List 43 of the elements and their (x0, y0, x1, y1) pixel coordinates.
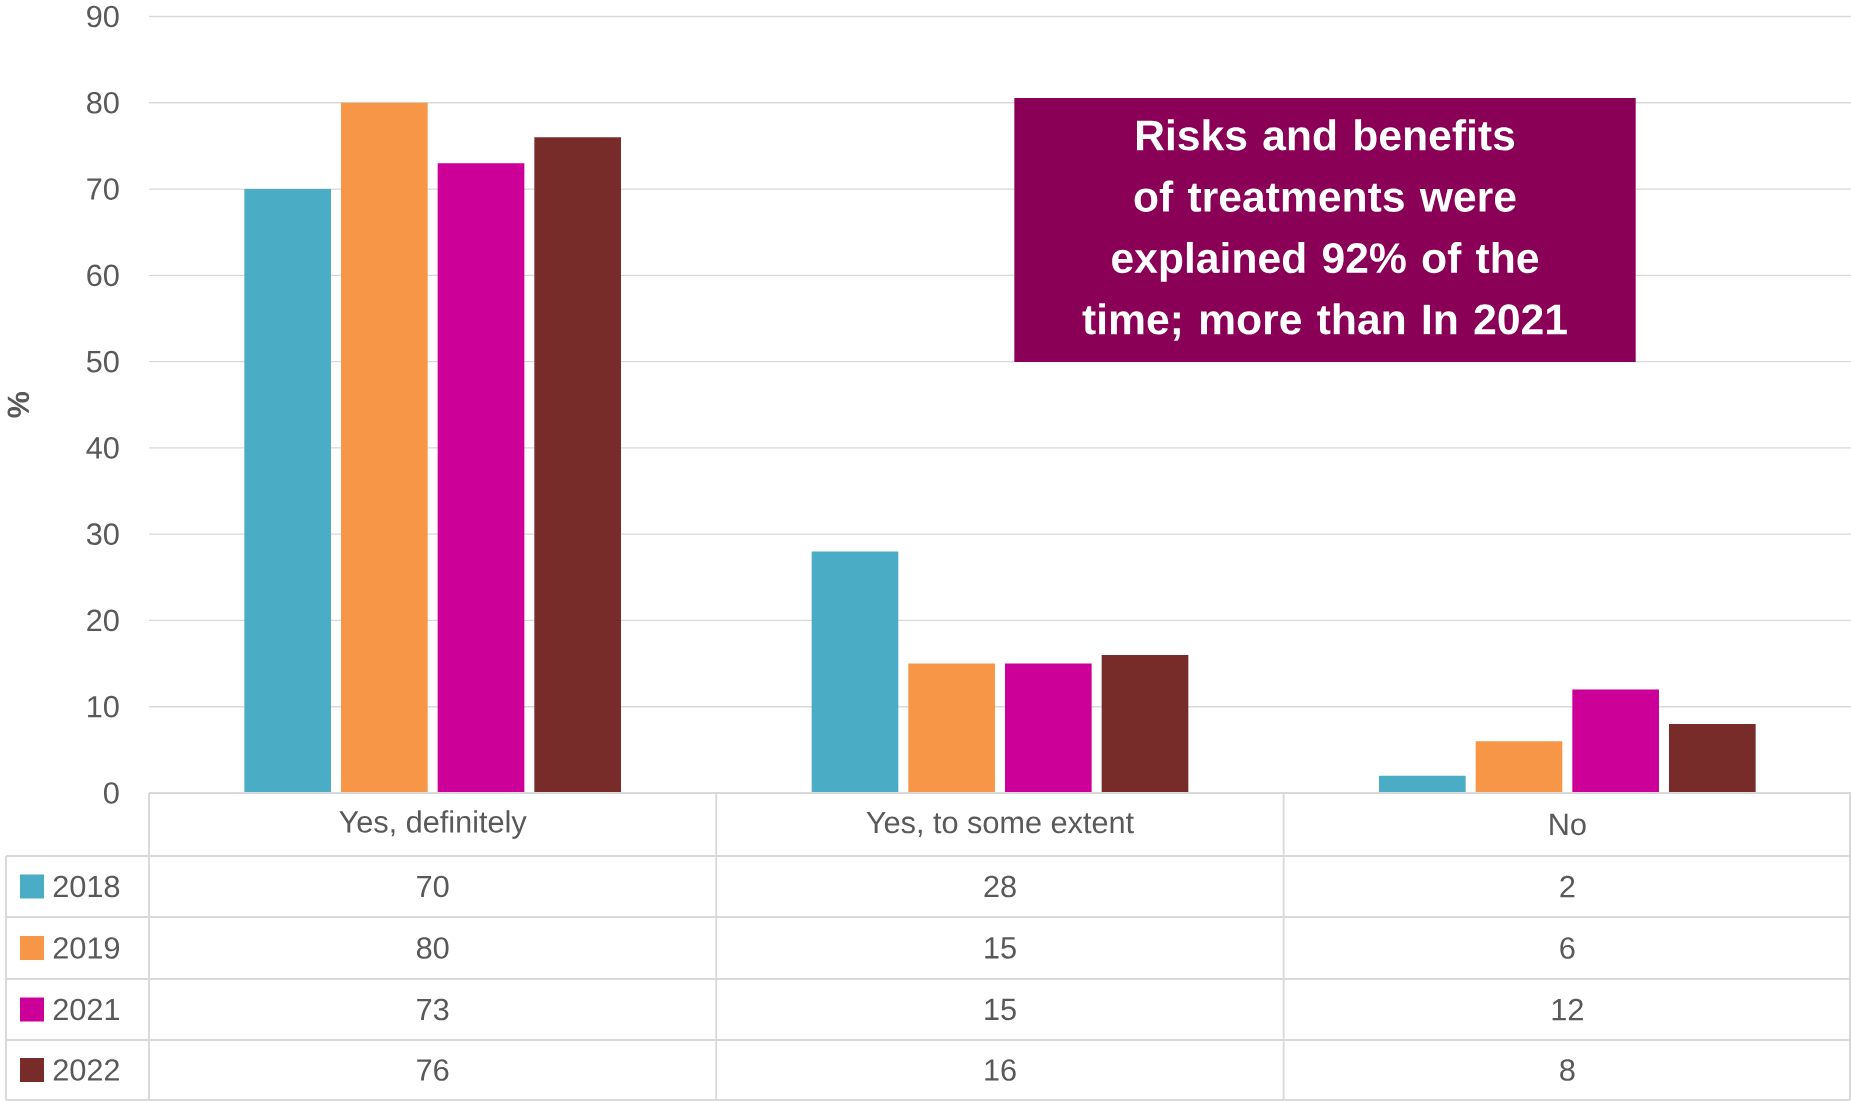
bar (1005, 663, 1092, 793)
bar (534, 137, 621, 793)
data-label: 70 (417, 875, 449, 898)
legend-label: 2018 (53, 875, 120, 898)
legend-label: 2021 (53, 998, 119, 1021)
y-tick-label: 70 (87, 178, 119, 200)
y-tick-label: 80 (87, 91, 119, 114)
y-tick-label: 50 (86, 350, 119, 373)
bar (1101, 654, 1189, 793)
x-tick-label: No (1550, 813, 1586, 836)
x-tick-label: Yes, to some extent (866, 811, 1134, 838)
y-tick-label: 20 (87, 609, 119, 632)
bar (811, 551, 899, 793)
legend-label: 2019 (53, 937, 120, 959)
bar (1572, 689, 1659, 793)
data-label: 15 (985, 998, 1016, 1021)
bar (1378, 775, 1466, 793)
data-label: 16 (985, 1059, 1016, 1081)
legend-label: 2022 (53, 1059, 119, 1081)
data-label: 12 (1552, 998, 1583, 1021)
data-label: 28 (984, 875, 1016, 898)
bar (908, 663, 995, 793)
y-tick-label: 40 (86, 437, 119, 459)
y-tick-label: 30 (86, 523, 119, 546)
y-tick-label: 90 (87, 5, 119, 28)
data-label: 8 (1560, 1059, 1575, 1081)
bar (1668, 723, 1756, 793)
annotation: Risks and benefits of treatments were explained 92% of the time; more than In 2021 (1082, 119, 1567, 341)
bar (244, 189, 331, 793)
data-label: 15 (985, 937, 1016, 959)
y-axis-title: % (7, 391, 30, 418)
data-label: 2 (1560, 875, 1575, 898)
data-label: 6 (1560, 937, 1575, 959)
y-tick-label: 0 (103, 782, 119, 804)
data-label: 73 (417, 998, 449, 1021)
data-label: 80 (416, 937, 449, 959)
bar (437, 163, 525, 793)
y-tick-label: 10 (88, 695, 119, 718)
data-label: 76 (417, 1059, 449, 1081)
bar (1475, 741, 1563, 793)
bar (341, 102, 428, 793)
y-tick-label: 60 (87, 264, 119, 287)
x-tick-label: Yes, definitely (339, 810, 527, 839)
